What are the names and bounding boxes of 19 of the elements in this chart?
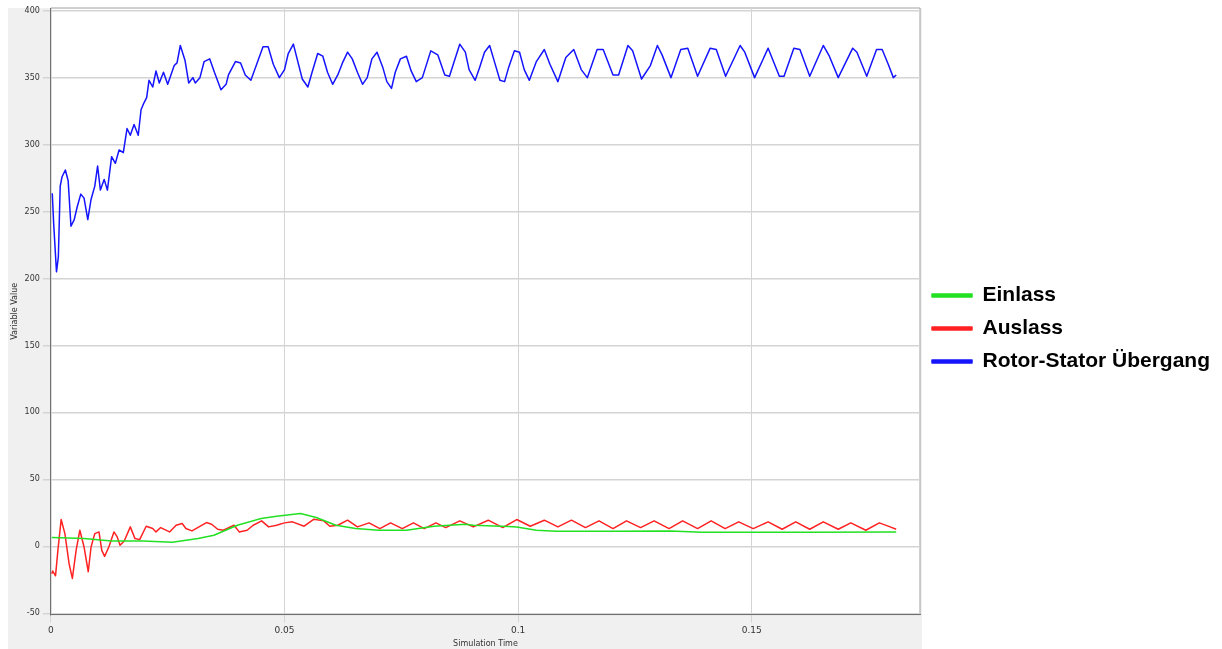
x-tick-label: 0 (48, 625, 54, 636)
x-tick-label: 0.1 (510, 625, 526, 636)
x-tick-label: 0.05 (274, 625, 295, 636)
y-tick-label: 0 (34, 541, 40, 551)
x-tick-label: 0.15 (741, 625, 762, 636)
y-axis-title: Variable Value (9, 282, 19, 340)
y-tick-label: 150 (24, 340, 40, 350)
y-tick-label: 350 (24, 72, 40, 82)
y-tick-label: 200 (24, 273, 40, 283)
x-axis-title: Simulation Time (453, 639, 518, 649)
y-tick-label: 100 (24, 407, 40, 417)
y-tick-label: 400 (24, 5, 40, 15)
legend-label: Einlass (982, 282, 1057, 306)
y-tick-label: -50 (26, 608, 40, 618)
legend-label: Rotor-Stator Übergang (982, 348, 1211, 372)
y-tick-label: 300 (24, 139, 40, 149)
y-tick-label: 50 (29, 474, 40, 484)
y-tick-label: 250 (24, 206, 40, 216)
legend-label: Auslass (982, 315, 1064, 339)
